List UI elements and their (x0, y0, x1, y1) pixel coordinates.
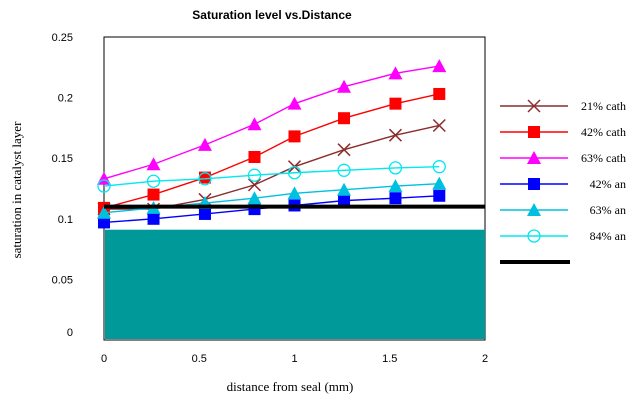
x-tick-label: 2 (482, 353, 488, 365)
data-point (197, 137, 212, 151)
data-point (97, 179, 111, 193)
data-point (337, 182, 352, 196)
y-axis-label: saturation in catalyst layer (9, 121, 24, 258)
series (97, 160, 446, 193)
legend-label: 63% an (590, 203, 626, 217)
data-point (338, 194, 351, 207)
y-tick-label: 0.05 (52, 274, 73, 286)
y-tick-label: 0 (67, 327, 73, 339)
data-point (198, 172, 212, 186)
y-tick-label: 0.1 (58, 214, 73, 226)
legend-item: 63% cath (500, 151, 626, 165)
legend-item: 42% cath (500, 125, 626, 139)
data-point (287, 96, 302, 110)
legend-label: 84% an (590, 229, 626, 243)
data-point (388, 161, 403, 175)
data-point (433, 189, 446, 202)
y-axis-ticks: 0 0.05 0.1 0.15 0.2 0.25 (52, 32, 73, 339)
data-point (432, 118, 446, 133)
data-point (527, 229, 541, 243)
data-point (432, 59, 447, 73)
data-point (389, 192, 402, 205)
data-point (528, 178, 540, 190)
data-point (528, 126, 540, 138)
x-tick-label: 1 (291, 353, 297, 365)
series (97, 59, 447, 185)
y-tick-label: 0.25 (52, 32, 73, 44)
filled-region (105, 229, 485, 339)
series-line (103, 65, 440, 180)
legend-label: 42% cath (581, 125, 626, 139)
data-point (432, 160, 446, 174)
data-point (527, 99, 541, 113)
y-tick-label: 0.15 (52, 153, 73, 165)
series-layer (97, 59, 447, 229)
data-point (247, 191, 262, 205)
data-point (97, 205, 111, 219)
data-point (146, 174, 161, 188)
data-point (388, 66, 403, 80)
data-point (146, 157, 161, 171)
data-point (388, 128, 402, 142)
data-point (388, 179, 403, 193)
data-point (337, 163, 351, 177)
legend-label: 21% cath (581, 99, 626, 113)
legend-item: 84% an (500, 229, 626, 243)
chart-title: Saturation level vs.Distance (192, 8, 352, 22)
series-line (103, 165, 440, 187)
x-tick-label: 0.5 (192, 353, 207, 365)
data-point (247, 178, 262, 192)
data-point (389, 97, 402, 110)
data-point (338, 112, 351, 125)
data-point (287, 186, 302, 200)
data-point (527, 203, 541, 216)
data-point (433, 87, 446, 100)
data-point (198, 171, 211, 184)
data-point (147, 212, 160, 225)
data-point (527, 151, 541, 164)
x-axis-ticks: 0 0.5 1 1.5 2 (101, 353, 488, 365)
data-point (147, 188, 160, 201)
legend-label: 42% an (590, 177, 626, 191)
data-point (248, 150, 261, 163)
data-point (247, 117, 262, 131)
series (98, 87, 446, 214)
x-tick-label: 1.5 (382, 353, 397, 365)
data-point (432, 176, 447, 190)
legend-item: 42% an (500, 177, 626, 191)
data-point (287, 166, 302, 180)
data-point (337, 79, 352, 93)
data-point (247, 168, 262, 182)
y-tick-label: 0.2 (58, 93, 73, 105)
data-point (288, 130, 301, 143)
legend: 21% cath 42% cath 63% cath 42% an 63% an 84% … (500, 99, 626, 264)
data-point (98, 216, 110, 229)
x-tick-label: 0 (101, 353, 107, 365)
legend-item: 63% an (500, 203, 626, 217)
legend-item: 21% cath (500, 99, 626, 113)
data-point (337, 143, 351, 157)
x-axis-label: distance from seal (mm) (227, 379, 354, 394)
data-point (198, 207, 211, 220)
legend-label: 63% cath (581, 151, 626, 165)
series-line (103, 93, 440, 209)
